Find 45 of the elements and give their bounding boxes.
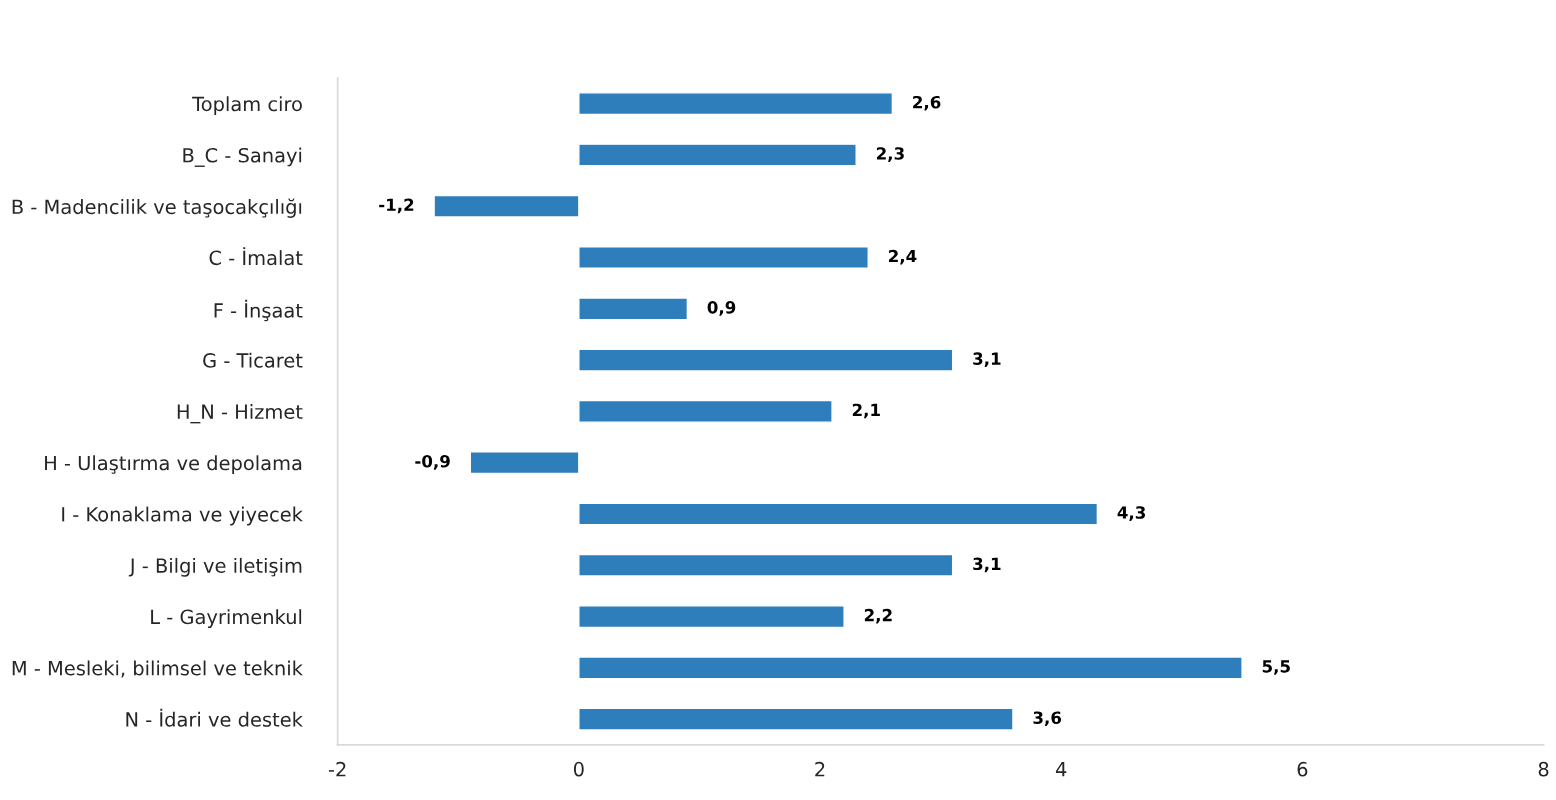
- bar: [578, 348, 954, 372]
- bar: [578, 502, 1099, 526]
- y-tick-label: J - Bilgi ve iletişim: [128, 557, 302, 577]
- x-tick-label: 8: [1538, 761, 1549, 777]
- data-label: 0,9: [707, 301, 736, 316]
- y-tick-label: I - Konaklama ve yiyecek: [62, 506, 303, 526]
- bar: [433, 194, 580, 218]
- bar: [578, 92, 894, 116]
- y-tick-label: B - Madencilik ve taşocakçılığı: [12, 198, 302, 218]
- data-label: 5,5: [1262, 660, 1290, 675]
- y-tick-label: H - Ulaştırma ve depolama: [45, 455, 302, 475]
- data-label: 2,2: [864, 608, 892, 624]
- y-tick-label: Toplam ciro: [192, 96, 302, 116]
- y-tick-label: G - Ticaret: [203, 352, 303, 368]
- y-tick-label: H_N - Hizmet: [177, 404, 303, 424]
- bar: [469, 451, 580, 475]
- y-tick-label: L - Gayrimenkul: [151, 609, 302, 628]
- y-tick-label: N - İdari ve destek: [126, 708, 303, 727]
- bar: [578, 297, 689, 321]
- data-label: 2,6: [913, 95, 941, 111]
- x-tick-label: -2: [328, 761, 346, 777]
- data-label: 3,6: [1033, 711, 1062, 727]
- x-tick-label: 6: [1297, 761, 1308, 777]
- y-tick-label: M - Mesleki, bilimsel ve teknik: [12, 660, 303, 678]
- data-label: 2,3: [876, 147, 904, 162]
- bar: [578, 656, 1243, 680]
- bar: [578, 553, 954, 577]
- bar: [578, 143, 857, 167]
- data-label: 2,1: [852, 403, 880, 419]
- data-label: 4,3: [1117, 506, 1146, 521]
- data-label: 3,1: [973, 557, 1001, 573]
- x-tick-label: 0: [573, 761, 584, 777]
- data-label: 3,1: [973, 352, 1001, 368]
- y-tick-label: B_C - Sanayi: [183, 147, 302, 167]
- data-label: -1,2: [379, 198, 414, 214]
- bar: [578, 246, 869, 269]
- x-tick-label: 4: [1055, 762, 1067, 777]
- x-tick-label: 2: [815, 761, 825, 777]
- y-tick-label: C - İmalat: [209, 247, 303, 266]
- bar: [578, 399, 833, 423]
- data-label: 2,4: [889, 249, 917, 265]
- bar: [578, 605, 845, 629]
- bar: [578, 707, 1014, 731]
- data-label: -0,9: [415, 454, 450, 470]
- y-tick-label: F - İnşaat: [214, 299, 303, 322]
